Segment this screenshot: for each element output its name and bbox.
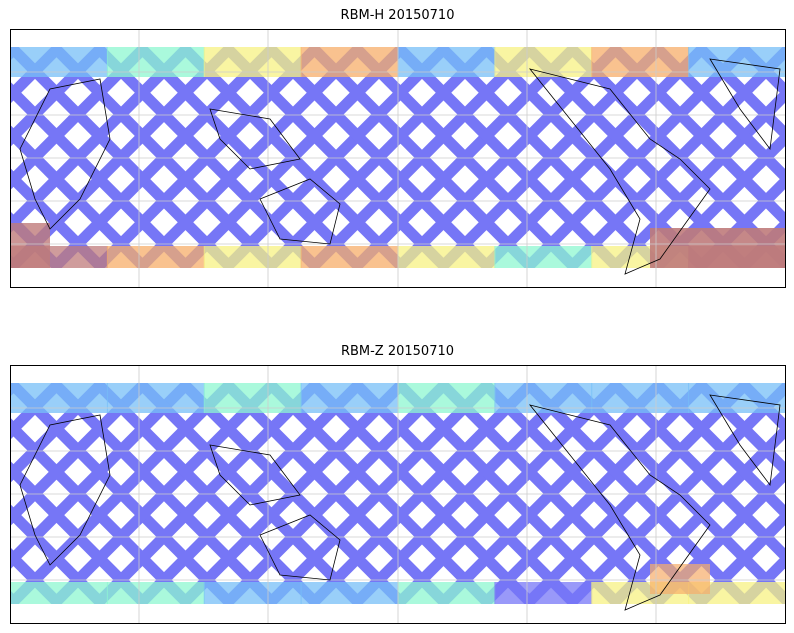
satellite-swath xyxy=(265,47,493,268)
satellite-swath xyxy=(523,383,751,604)
high-latitude-band xyxy=(397,383,496,413)
satellite-swath xyxy=(10,47,63,105)
satellite-swath xyxy=(93,47,321,268)
satellite-swath xyxy=(222,47,450,268)
satellite-swath xyxy=(10,47,106,148)
coastline xyxy=(19,414,111,566)
high-latitude-band xyxy=(688,383,785,413)
coastline xyxy=(259,514,341,581)
satellite-swath xyxy=(10,383,192,570)
satellite-swath xyxy=(308,47,536,268)
satellite-swath xyxy=(738,553,785,604)
satellite-swath xyxy=(566,383,785,604)
satellite-swath xyxy=(136,383,364,604)
satellite-swath xyxy=(10,383,235,604)
swath-layer xyxy=(10,47,785,268)
high-latitude-band xyxy=(106,47,205,77)
high-latitude-band xyxy=(300,246,399,268)
high-latitude-band xyxy=(203,246,302,268)
satellite-swath xyxy=(480,383,708,604)
high-latitude-band xyxy=(397,246,496,268)
high-latitude-band xyxy=(300,47,399,77)
coastline xyxy=(528,68,711,275)
panel-title-rbm-h: RBM-H 20150710 xyxy=(340,8,455,23)
high-latitude-band xyxy=(591,47,690,77)
map-panel-rbm-h xyxy=(10,29,786,288)
satellite-swath xyxy=(351,47,579,268)
high-value-region xyxy=(10,223,50,268)
high-latitude-band xyxy=(300,383,399,413)
satellite-swath xyxy=(179,47,407,268)
map-panel-rbm-z xyxy=(10,365,786,624)
satellite-swath xyxy=(738,47,785,98)
high-value-region xyxy=(650,228,785,268)
high-latitude-band xyxy=(494,246,593,268)
satellite-swath xyxy=(50,47,278,268)
satellite-swath xyxy=(136,47,364,268)
satellite-swath xyxy=(523,47,751,268)
satellite-swath xyxy=(695,383,785,478)
map-frame xyxy=(10,29,786,288)
satellite-swath xyxy=(222,383,450,604)
high-latitude-band xyxy=(397,582,496,604)
satellite-swath xyxy=(609,87,785,268)
satellite-swath xyxy=(738,383,785,434)
high-value-region xyxy=(650,564,710,594)
high-latitude-band xyxy=(591,383,690,413)
high-latitude-band xyxy=(397,47,496,77)
satellite-swath xyxy=(10,383,63,441)
satellite-swath xyxy=(10,47,192,234)
coastline xyxy=(209,108,301,170)
high-latitude-band xyxy=(10,582,108,604)
satellite-swath xyxy=(179,383,407,604)
satellite-swath xyxy=(394,47,622,268)
satellite-swath xyxy=(695,509,785,604)
coastline xyxy=(19,78,111,230)
high-latitude-band xyxy=(494,582,593,604)
satellite-swath xyxy=(10,503,106,604)
satellite-swath xyxy=(10,47,149,191)
satellite-swath xyxy=(50,383,278,604)
satellite-swath xyxy=(308,383,536,604)
satellite-swath xyxy=(437,47,665,268)
satellite-swath xyxy=(93,383,321,604)
high-latitude-band xyxy=(10,383,108,413)
high-latitude-band xyxy=(106,246,205,268)
satellite-swath xyxy=(695,47,785,142)
high-latitude-band xyxy=(203,383,302,413)
satellite-swath xyxy=(437,383,665,604)
satellite-swath xyxy=(566,47,785,268)
satellite-swath xyxy=(351,383,579,604)
high-latitude-band xyxy=(10,47,108,77)
coastline xyxy=(259,178,341,245)
coastline xyxy=(709,394,781,487)
coastline xyxy=(209,444,301,506)
high-latitude-band xyxy=(688,47,785,77)
map-frame xyxy=(10,365,786,624)
high-latitude-band xyxy=(300,582,399,604)
satellite-swath xyxy=(609,423,785,604)
high-latitude-band xyxy=(106,383,205,413)
high-latitude-band xyxy=(203,47,302,77)
satellite-swath xyxy=(394,383,622,604)
high-latitude-band xyxy=(688,582,785,604)
satellite-swath xyxy=(10,167,106,268)
satellite-swath xyxy=(10,546,63,604)
satellite-swath xyxy=(480,47,708,268)
satellite-swath xyxy=(10,383,149,527)
satellite-swath xyxy=(265,383,493,604)
satellite-swath xyxy=(10,383,106,484)
coastline xyxy=(709,58,781,151)
panel-title-rbm-z: RBM-Z 20150710 xyxy=(340,344,455,359)
high-latitude-band xyxy=(203,582,302,604)
coastline xyxy=(528,404,711,611)
high-latitude-band xyxy=(106,582,205,604)
